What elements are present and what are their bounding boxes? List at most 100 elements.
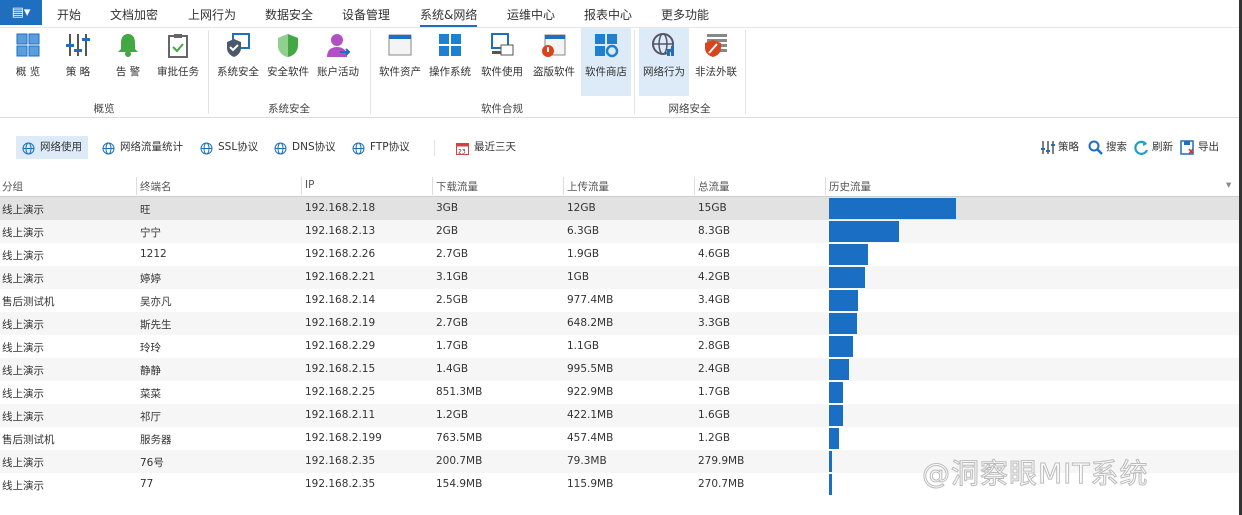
table-cell: 1.6GB [698,409,731,421]
column-header[interactable]: 分组 [2,181,23,193]
ribbon-button[interactable]: 软件资产 [375,28,425,96]
table-row[interactable]: 线上演示 1212 192.168.2.26 2.7GB 1.9GB 4.6GB [0,243,1242,266]
table-cell: 1212 [140,248,167,260]
table-cell: 2.8GB [698,340,731,352]
column-divider[interactable] [694,177,695,195]
column-header[interactable]: 总流量 [698,181,730,193]
group-divider [634,30,635,114]
menu-tab[interactable]: 数据安全 [265,8,314,22]
ribbon-button-label: 概 览 [15,66,41,78]
column-header[interactable]: 上传流量 [567,181,609,193]
column-divider[interactable] [825,177,826,195]
ribbon-button[interactable]: 软件商店 [581,28,631,96]
toolbar-tab[interactable]: 网络流量统计 [96,136,189,159]
table-cell: 4.6GB [698,248,731,260]
table-row[interactable]: 线上演示 玲玲 192.168.2.29 1.7GB 1.1GB 2.8GB [0,335,1242,358]
menu-tab[interactable]: 文档加密 [110,8,159,22]
toolbar-tab-label: DNS协议 [292,141,336,153]
column-menu-chevron-down-icon[interactable]: ▾ [1226,179,1232,191]
ribbon-group-label: 概览 [93,103,115,115]
column-header[interactable]: IP [305,179,315,191]
table-cell: 吴亦凡 [140,296,172,308]
column-divider[interactable] [136,177,137,195]
ribbon-button[interactable]: 操作系统 [425,28,475,96]
menu-tab[interactable]: 设备管理 [342,8,391,22]
menu-tab[interactable]: 开始 [57,8,82,22]
table-row[interactable]: 线上演示 旺 192.168.2.18 3GB 12GB 15GB [0,197,1242,220]
date-range-button[interactable]: 23 最近三天 [450,136,522,159]
table-row[interactable]: 线上演示 77 192.168.2.35 154.9MB 115.9MB 270.7MB [0,473,1242,496]
table-row[interactable]: 线上演示 菜菜 192.168.2.25 851.3MB 922.9MB 1.7GB [0,381,1242,404]
ribbon-button[interactable]: 网络行为 [639,28,689,96]
table-cell: 斯先生 [140,319,172,331]
table-row[interactable]: 线上演示 斯先生 192.168.2.19 2.7GB 648.2MB 3.3GB [0,312,1242,335]
refresh-button[interactable]: 刷新 [1134,136,1173,159]
menu-tab[interactable]: 系统&网络 [420,6,478,27]
menu-tab[interactable]: 报表中心 [584,8,633,22]
table-cell: 1GB [567,271,590,283]
column-divider[interactable] [563,177,564,195]
table-cell: 线上演示 [2,342,44,354]
column-divider[interactable] [432,177,433,195]
column-divider[interactable] [301,177,302,195]
table-row[interactable]: 线上演示 静静 192.168.2.15 1.4GB 995.5MB 2.4GB [0,358,1242,381]
table-row[interactable]: 线上演示 76号 192.168.2.35 200.7MB 79.3MB 279.9MB [0,450,1242,473]
search-button[interactable]: 搜索 [1088,136,1127,159]
menu-tab[interactable]: 运维中心 [507,8,556,22]
ribbon-button-label: 账户活动 [317,66,359,78]
menu-tab[interactable]: 更多功能 [661,8,710,22]
table-cell: 154.9MB [436,478,483,490]
table-cell: 线上演示 [2,204,44,216]
date-range-label: 最近三天 [474,141,516,153]
history-traffic-bar [829,451,832,472]
action-label: 策略 [1058,141,1079,153]
ribbon-button[interactable]: 软件使用 [477,28,527,96]
toolbar-tab[interactable]: SSL协议 [194,136,264,159]
column-header[interactable]: 下载流量 [436,181,478,193]
ribbon-button-label: 安全软件 [267,66,309,78]
table-cell: 279.9MB [698,455,745,467]
column-header[interactable]: 终端名 [140,181,172,193]
table-cell: 1.7GB [698,386,731,398]
toolbar-tab-label: SSL协议 [218,141,259,153]
history-traffic-bar [829,221,900,242]
ribbon-button[interactable]: 告 警 [103,28,153,96]
ribbon-button[interactable]: 审批任务 [153,28,203,96]
table-cell: 115.9MB [567,478,614,490]
ribbon-button[interactable]: 盗版软件 [529,28,579,96]
table-cell: 旺 [140,204,151,216]
table-cell: 线上演示 [2,227,44,239]
table-row[interactable]: 售后测试机 吴亦凡 192.168.2.14 2.5GB 977.4MB 3.4GB [0,289,1242,312]
toolbar-tab[interactable]: FTP协议 [346,136,416,159]
table-row[interactable]: 线上演示 祁厅 192.168.2.11 1.2GB 422.1MB 1.6GB [0,404,1242,427]
policy-icon [1040,140,1055,155]
group-divider [745,30,746,114]
ribbon-button[interactable]: 策 略 [53,28,103,96]
table-cell: 玲玲 [140,342,161,354]
table-cell: 线上演示 [2,457,44,469]
table-cell: 2.7GB [436,248,469,260]
ribbon-button[interactable]: 非法外联 [691,28,741,96]
toolbar-tab[interactable]: 网络使用 [16,136,88,159]
column-header[interactable]: 历史流量 [829,181,871,193]
table-row[interactable]: 线上演示 婷婷 192.168.2.21 3.1GB 1GB 4.2GB [0,266,1242,289]
policy-button[interactable]: 策略 [1040,136,1079,159]
export-button[interactable]: 导出 [1180,136,1219,159]
pirated-software-icon [541,32,567,58]
table-cell: 宁宁 [140,227,161,239]
group-divider [208,30,209,114]
menu-tab[interactable]: 上网行为 [188,8,237,22]
table-row[interactable]: 售后测试机 服务器 192.168.2.199 763.5MB 457.4MB 1.2GB [0,427,1242,450]
app-menu-icon[interactable]: ▤▾ [0,0,42,25]
ribbon-button[interactable]: 账户活动 [313,28,363,96]
table-row[interactable]: 线上演示 宁宁 192.168.2.13 2GB 6.3GB 8.3GB [0,220,1242,243]
ribbon-button[interactable]: 概 览 [3,28,53,96]
history-traffic-bar [829,428,840,449]
ribbon-button[interactable]: 系统安全 [213,28,263,96]
software-asset-icon [387,32,413,58]
watermark: @洞察眼MIT系统 [922,457,1149,491]
ribbon-button[interactable]: 安全软件 [263,28,313,96]
toolbar-tab[interactable]: DNS协议 [268,136,342,159]
menu-bar: ▤▾ 开始 文档加密 上网行为 数据安全 设备管理 系统&网络 运维中心 报表中心 更多功能 [0,0,1242,28]
toolbar-tab-label: 网络流量统计 [120,141,183,153]
